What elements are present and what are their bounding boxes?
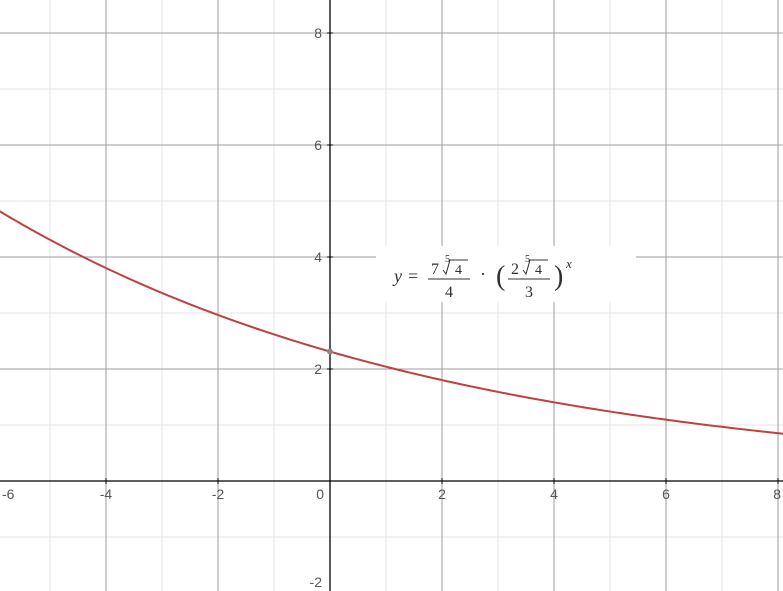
y-tick-label: 8 bbox=[314, 25, 322, 41]
equation-exp-x: x bbox=[565, 256, 572, 271]
equation-num-2: 2 bbox=[511, 261, 519, 278]
x-tick-label: -6 bbox=[2, 486, 15, 502]
y-tick-label: 4 bbox=[314, 249, 322, 265]
equation-den-3: 3 bbox=[525, 284, 533, 301]
x-tick-label: -2 bbox=[212, 486, 225, 502]
x-tick-label: 4 bbox=[550, 486, 558, 502]
equation-num-7: 7 bbox=[431, 261, 439, 278]
y-intercept-point bbox=[327, 349, 333, 355]
x-tick-label: 8 bbox=[773, 486, 781, 502]
equation-lparen: ( bbox=[496, 261, 505, 292]
equation-den-4: 4 bbox=[445, 284, 453, 301]
equation-dot: · bbox=[480, 264, 486, 284]
y-tick-label: 6 bbox=[314, 137, 322, 153]
y-tick-label: 2 bbox=[314, 361, 322, 377]
equation-box: y=7544·(2543)x bbox=[376, 246, 636, 302]
chart-container: -6-4-202468-22468y=7544·(2543)x bbox=[0, 0, 783, 591]
y-tick-label: -2 bbox=[310, 574, 323, 590]
equation-rparen: ) bbox=[554, 261, 563, 292]
x-tick-label: 2 bbox=[438, 486, 446, 502]
equation-eq: = bbox=[408, 266, 418, 286]
x-tick-label: 0 bbox=[316, 486, 324, 502]
equation-radicand-4c: 4 bbox=[535, 263, 542, 278]
equation-y: y bbox=[392, 266, 402, 286]
x-tick-label: -4 bbox=[100, 486, 113, 502]
x-tick-label: 6 bbox=[662, 486, 670, 502]
equation-radicand-4a: 4 bbox=[455, 263, 462, 278]
chart-svg: -6-4-202468-22468y=7544·(2543)x bbox=[0, 0, 783, 591]
